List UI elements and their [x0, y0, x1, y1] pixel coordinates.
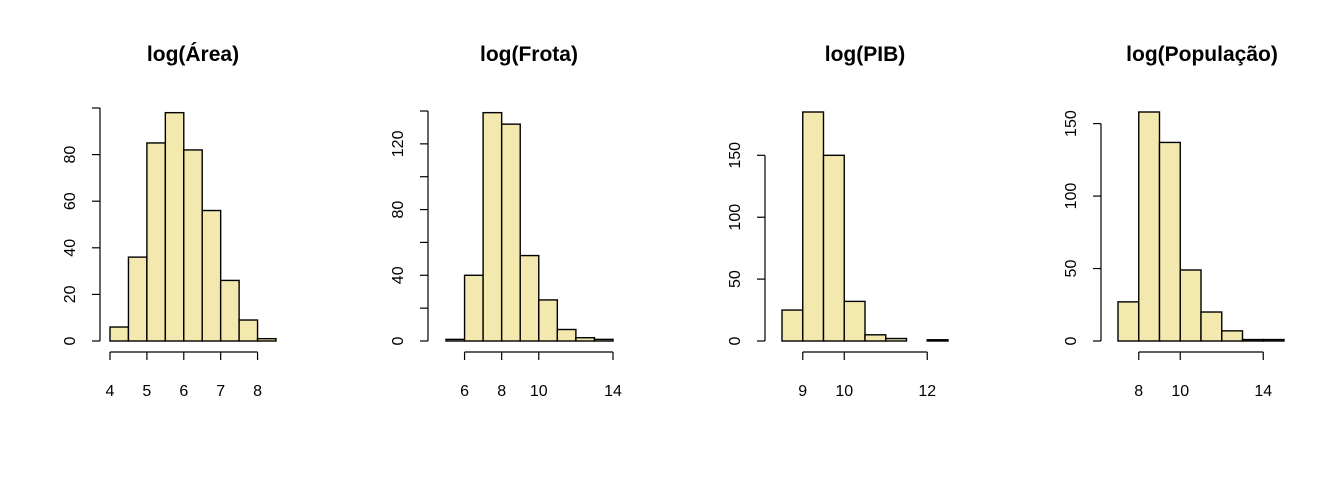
x-tick-label: 9 [798, 383, 807, 400]
histogram-bar [1117, 301, 1140, 342]
y-tick-label: 0 [727, 336, 744, 345]
histogram-bar [445, 338, 466, 342]
panel-title: log(Frota) [480, 43, 578, 66]
histogram-bar [519, 254, 540, 342]
x-tick-label: 14 [1254, 383, 1272, 400]
histogram-bar [843, 300, 866, 342]
panel-populacao: log(População) 0 50 100 150 8 10 14 [1063, 43, 1285, 400]
x-tick-label: 8 [497, 383, 506, 400]
y-tick-label: 50 [1063, 260, 1080, 278]
y-tick-label: 100 [1063, 183, 1080, 210]
histogram-bar [1179, 269, 1202, 342]
histogram-bar [1241, 338, 1264, 342]
y-tick-label: 20 [62, 285, 79, 303]
y-tick-label: 0 [1063, 336, 1080, 345]
histogram-bar [781, 309, 804, 342]
x-tick-label: 10 [1171, 383, 1189, 400]
x-tick-label: 8 [1134, 383, 1143, 400]
histogram-bar [183, 149, 203, 342]
histogram-bar [127, 256, 148, 342]
histogram-bar [1221, 330, 1244, 342]
y-tick-label: 40 [62, 239, 79, 257]
y-tick-label: 0 [390, 336, 407, 345]
x-tick-label: 14 [604, 383, 622, 400]
histogram-bar [864, 334, 887, 342]
histogram-bar [538, 299, 559, 342]
x-tick-label: 8 [253, 383, 262, 400]
y-tick-label: 150 [727, 142, 744, 169]
histogram-bar [164, 111, 185, 342]
y-tick-label: 60 [62, 192, 79, 210]
panel-pib: log(PIB) 0 50 100 150 9 10 12 [727, 43, 949, 400]
histogram-bar [1138, 111, 1161, 342]
y-tick-label: 80 [390, 201, 407, 219]
y-tick-label: 100 [727, 204, 744, 231]
y-tick-label: 40 [390, 266, 407, 284]
panel-frota: log(Frota) 0 40 80 120 6 8 10 14 [390, 43, 622, 400]
y-tick-label: 0 [62, 336, 79, 345]
histogram-bar [926, 339, 949, 342]
histogram-bar [109, 326, 130, 342]
x-tick-label: 12 [918, 383, 936, 400]
panel-title: log(Área) [147, 43, 239, 66]
x-tick-label: 10 [530, 383, 548, 400]
histogram-bar [201, 209, 222, 342]
x-tick-label: 7 [216, 383, 225, 400]
panel-area: log(Área) 0 20 40 60 80 4 5 6 7 8 [62, 43, 277, 400]
y-tick-label: 50 [727, 270, 744, 288]
histogram-bar [556, 328, 577, 342]
histogram-bar [146, 142, 167, 342]
histogram-bar [1200, 311, 1223, 342]
histogram-bar [885, 337, 908, 342]
histogram-bar [822, 154, 845, 342]
x-tick-label: 5 [142, 383, 151, 400]
panel-title: log(População) [1126, 43, 1278, 66]
histogram-bar [238, 319, 259, 342]
histogram-bar [575, 337, 596, 342]
x-tick-label: 6 [179, 383, 188, 400]
histogram-bar [1262, 338, 1285, 342]
x-tick-label: 6 [460, 383, 469, 400]
histogram-bar [500, 123, 521, 342]
histogram-bar [482, 111, 503, 342]
histogram-bar [463, 274, 484, 342]
histogram-bar [219, 279, 240, 342]
histogram-bar [802, 111, 825, 342]
y-tick-label: 120 [390, 130, 407, 157]
x-tick-label: 4 [106, 383, 115, 400]
panel-title: log(PIB) [825, 43, 905, 66]
histogram-bar [1158, 141, 1181, 342]
y-tick-label: 80 [62, 146, 79, 164]
histogram-bar [593, 338, 614, 342]
y-tick-label: 150 [1063, 110, 1080, 137]
histogram-bar [256, 337, 277, 342]
x-tick-label: 10 [835, 383, 853, 400]
